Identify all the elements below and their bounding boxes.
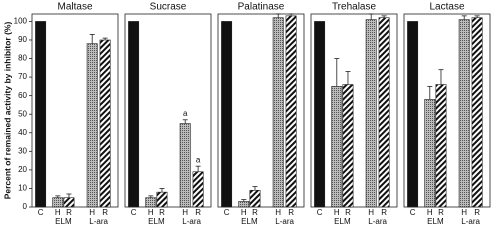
x-tick-label: C xyxy=(224,208,230,217)
bar xyxy=(179,123,191,208)
x-tick-label: C xyxy=(410,208,416,217)
plot-frame xyxy=(310,13,398,208)
x-tick-label: H xyxy=(55,208,61,217)
annotation: a xyxy=(183,109,188,118)
y-tick-label: 0 xyxy=(23,202,28,211)
bar xyxy=(221,21,233,208)
x-tick-label: H xyxy=(275,208,281,217)
y-tick-label: 40 xyxy=(18,128,27,137)
x-tick-label: H xyxy=(427,208,433,217)
plot-frame xyxy=(403,13,491,208)
group-label: L-ara xyxy=(461,217,480,226)
x-tick-label: H xyxy=(334,208,340,217)
y-tick-label: 10 xyxy=(18,184,27,193)
bar xyxy=(192,171,204,208)
x-tick-label: H xyxy=(461,208,467,217)
group-label: L-ara xyxy=(368,217,387,226)
x-tick-label: C xyxy=(38,208,44,217)
group-label: ELM xyxy=(148,217,165,226)
bar xyxy=(52,197,64,208)
bar xyxy=(365,19,377,208)
bar xyxy=(407,21,419,208)
bar xyxy=(35,21,47,208)
y-tick-label: 20 xyxy=(18,165,27,174)
x-tick-label: R xyxy=(159,208,165,217)
x-tick-label: R xyxy=(252,208,258,217)
group-label: ELM xyxy=(241,217,258,226)
bar xyxy=(342,84,354,208)
bar xyxy=(458,19,470,208)
x-tick-label: R xyxy=(381,208,387,217)
panel-title: Palatinase xyxy=(238,2,285,13)
x-tick-label: C xyxy=(131,208,137,217)
y-tick-label: 30 xyxy=(18,146,27,155)
group-label: L-ara xyxy=(275,217,294,226)
bar xyxy=(471,17,483,208)
bar xyxy=(99,39,111,208)
plot-frame xyxy=(124,13,212,208)
group-label: L-ara xyxy=(182,217,201,226)
bar xyxy=(314,21,326,208)
panel-title: Maltase xyxy=(57,2,92,13)
bar xyxy=(272,17,284,208)
x-tick-label: R xyxy=(102,208,108,217)
bar xyxy=(128,21,140,208)
x-tick-label: R xyxy=(345,208,351,217)
bar xyxy=(378,17,390,208)
x-tick-label: H xyxy=(241,208,247,217)
bar xyxy=(156,191,168,208)
x-tick-label: H xyxy=(368,208,374,217)
bar xyxy=(238,201,250,208)
bar xyxy=(86,43,98,208)
x-tick-label: R xyxy=(474,208,480,217)
x-tick-label: R xyxy=(66,208,72,217)
panel-title: Sucrase xyxy=(150,2,187,13)
y-tick-label: 80 xyxy=(18,54,27,63)
bar xyxy=(249,189,261,208)
x-tick-label: R xyxy=(438,208,444,217)
bar xyxy=(145,197,157,208)
plot-frame xyxy=(217,13,305,208)
bar xyxy=(285,15,297,208)
bar xyxy=(424,99,436,208)
x-tick-label: R xyxy=(288,208,294,217)
group-label: L-ara xyxy=(89,217,108,226)
x-tick-label: H xyxy=(148,208,154,217)
x-tick-label: H xyxy=(89,208,95,217)
x-tick-label: R xyxy=(195,208,201,217)
y-axis-label: Percent of remained activity by inhibito… xyxy=(2,22,12,200)
bar xyxy=(435,84,447,208)
group-label: ELM xyxy=(427,217,444,226)
group-label: ELM xyxy=(55,217,72,226)
x-tick-label: H xyxy=(182,208,188,217)
y-tick-label: 60 xyxy=(18,91,27,100)
y-tick-label: 90 xyxy=(18,35,27,44)
plot-frame xyxy=(31,13,119,208)
bar xyxy=(63,197,75,208)
annotation: a xyxy=(196,155,201,164)
y-tick-label: 100 xyxy=(14,17,28,26)
bar xyxy=(331,86,343,208)
panel-title: Trehalase xyxy=(332,2,377,13)
y-tick-label: 70 xyxy=(18,72,27,81)
y-tick-label: 50 xyxy=(18,109,27,118)
chart: Maltase Percent of remained activity by i… xyxy=(2,2,491,226)
group-label: ELM xyxy=(334,217,351,226)
x-tick-label: C xyxy=(317,208,323,217)
panel-title: Lactase xyxy=(429,2,464,13)
